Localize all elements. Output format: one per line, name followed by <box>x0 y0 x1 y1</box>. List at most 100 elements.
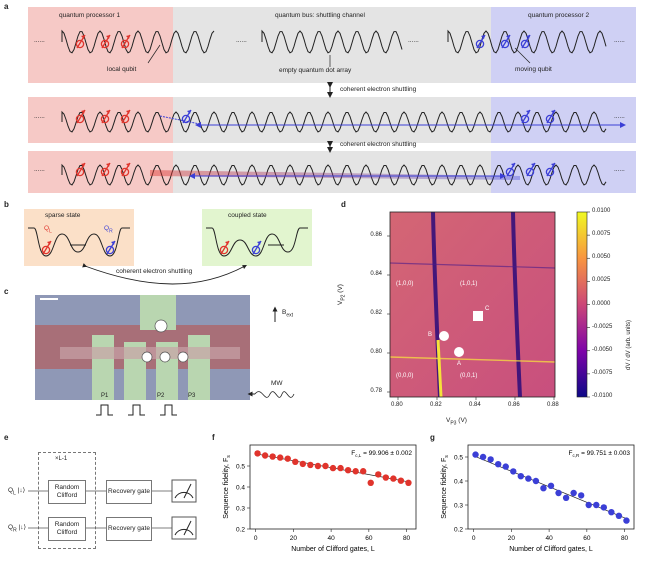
point-c <box>473 311 483 321</box>
sparse-state-label: sparse state <box>45 212 81 219</box>
panel-label-c: c <box>4 287 9 296</box>
sparse-state-box <box>24 209 134 266</box>
ellipsis: ...... <box>614 113 625 120</box>
data-point <box>284 455 291 462</box>
y-tick-label: 0.2 <box>236 527 245 534</box>
data-point <box>623 517 630 524</box>
cbar-tick-label: -0.0100 <box>592 393 613 399</box>
y-axis-label: Sequence fidelity, Fs <box>223 455 232 519</box>
x-tick-label: 60 <box>365 535 373 542</box>
panel-label-g: g <box>430 433 435 442</box>
qubit-icon <box>75 34 86 49</box>
qubit-icon <box>75 109 86 124</box>
data-point <box>382 474 390 481</box>
cbar-tick-label: 0.0050 <box>592 254 611 261</box>
y-tick-label: 0.3 <box>454 503 463 510</box>
x-tick-label: 0 <box>472 535 476 542</box>
ellipsis: ...... <box>34 113 45 120</box>
qubit-icon <box>100 109 111 124</box>
random-clifford-l: Random Clifford <box>48 480 86 504</box>
data-point <box>329 464 337 472</box>
d-xtick-label: 0.84 <box>469 402 481 408</box>
qubit-icon <box>120 109 131 124</box>
x-axis-label: Number of Clifford gates, L <box>291 546 375 553</box>
cbar-tick-label: -0.0075 <box>592 369 613 376</box>
x-tick-label: 80 <box>621 535 629 542</box>
coupled-state-label: coupled state <box>228 212 267 219</box>
x-axis-label: Number of Clifford gates, L <box>509 546 593 553</box>
shuttling-label-1: coherent electron shuttling <box>340 86 417 93</box>
data-point <box>570 489 577 497</box>
data-point <box>269 453 276 460</box>
data-point <box>314 462 322 470</box>
data-point <box>555 489 562 497</box>
data-point <box>547 482 555 489</box>
data-point <box>359 468 367 475</box>
data-point <box>276 454 284 461</box>
ellipsis: ...... <box>236 37 247 44</box>
cbar-label: dV / dV (arb. units) <box>626 319 632 370</box>
cbar-tick-label: -0.0050 <box>592 346 613 353</box>
recovery-gate-l: Recovery gate <box>106 480 152 504</box>
qubit-icon <box>100 34 111 49</box>
data-point <box>254 450 261 457</box>
processor-1-region <box>28 7 173 83</box>
y-tick-label: 0.4 <box>236 485 245 492</box>
data-point <box>367 479 374 486</box>
data-point <box>532 477 540 485</box>
qubit-icon <box>505 162 516 177</box>
data-point <box>307 461 314 469</box>
y-tick-label: 0.3 <box>236 506 245 513</box>
map-background <box>390 212 555 397</box>
qr-label: QR <box>104 225 113 235</box>
data-point <box>562 494 570 501</box>
point-b <box>439 331 449 341</box>
colorbar <box>576 211 588 398</box>
qubit-icon <box>500 34 511 49</box>
cbar-tick-label: 0.0100 <box>592 208 611 214</box>
empty-array-label: empty quantum dot array <box>279 67 352 74</box>
region-000: (0,0,0) <box>396 373 414 379</box>
data-point <box>487 456 494 463</box>
d-ytick-label: 0.78 <box>370 388 382 394</box>
cbar-tick-label: 0.0025 <box>592 277 611 284</box>
x-tick-label: 40 <box>327 535 335 542</box>
point-a-label: A <box>457 361 462 367</box>
data-point <box>510 468 517 475</box>
qubit-icon <box>475 34 486 49</box>
data-point <box>344 467 352 474</box>
loop-box <box>38 452 96 549</box>
d-ytick-label: 0.80 <box>370 349 382 355</box>
processor-2-region <box>491 7 636 83</box>
data-point <box>397 477 405 484</box>
charge-stability-map <box>387 211 590 400</box>
d-xlabel: VP3 (V) <box>446 417 467 427</box>
point-a <box>454 347 464 357</box>
coupled-state-box <box>202 209 312 266</box>
y-tick-label: 0.2 <box>454 527 463 534</box>
gate-p1-label: P1 <box>101 393 109 399</box>
region-100: (1,0,0) <box>396 281 414 287</box>
processor-2-label: quantum processor 2 <box>528 12 590 19</box>
point-c-label: C <box>485 306 490 312</box>
y-tick-label: 0.5 <box>454 455 463 462</box>
data-point <box>517 473 525 480</box>
point-b-label: B <box>428 332 433 338</box>
d-ylabel: VP2 (V) <box>337 284 347 305</box>
x-tick-label: 80 <box>403 535 411 542</box>
plot-frame <box>467 444 635 530</box>
qubit-icon <box>100 162 111 177</box>
data-point <box>502 463 509 470</box>
processor-1-label: quantum processor 1 <box>59 12 121 19</box>
cbar-tick-label: -0.0025 <box>592 323 613 330</box>
qubit-icon <box>120 34 131 49</box>
y-tick-label: 0.4 <box>454 479 463 486</box>
gate-p3-label: P3 <box>188 393 196 399</box>
shuttling-label-2: coherent electron shuttling <box>340 141 417 148</box>
data-point <box>479 453 487 461</box>
y-axis-label: Sequence fidelity, Fs <box>441 455 450 519</box>
d-xtick-label: 0.86 <box>508 402 520 408</box>
cbar-tick-label: 0.0075 <box>592 231 611 238</box>
rb-chart-f: 0 20 40 60 80 0.2 0.3 0.4 0.5 Number of Clifford … <box>223 444 417 553</box>
qubit-icon <box>75 162 86 177</box>
